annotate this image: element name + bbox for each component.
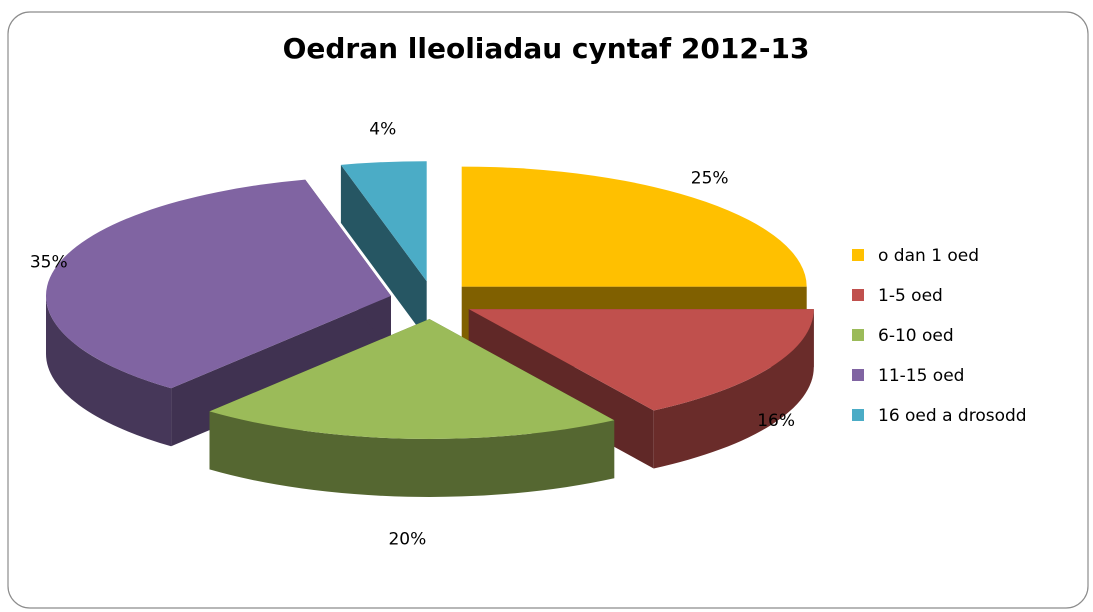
chart-title: Oedran lleoliadau cyntaf 2012-13 <box>283 32 810 65</box>
legend-label: 6-10 oed <box>878 326 954 346</box>
data-label: 25% <box>691 168 729 188</box>
data-label: 4% <box>369 119 396 139</box>
legend-swatch <box>852 289 864 301</box>
data-label: 20% <box>388 530 426 550</box>
legend-swatch <box>852 249 864 261</box>
legend-label: 1-5 oed <box>878 286 943 306</box>
slice-side <box>340 164 427 340</box>
legend-label: 16 oed a drosodd <box>878 406 1027 426</box>
slice <box>209 319 615 439</box>
legend-swatch <box>852 369 864 381</box>
slice <box>461 166 807 287</box>
slice <box>340 161 427 282</box>
legend-swatch <box>852 409 864 421</box>
data-label: 16% <box>757 411 795 431</box>
legend-label: o dan 1 oed <box>878 246 979 266</box>
legend-label: 11-15 oed <box>878 366 964 386</box>
slice-wall <box>209 411 615 497</box>
slice-wall <box>46 295 172 447</box>
legend-swatch <box>852 329 864 341</box>
slice <box>468 309 814 411</box>
data-label: 35% <box>30 252 68 272</box>
slice <box>45 179 391 389</box>
slice-wall <box>653 309 814 469</box>
